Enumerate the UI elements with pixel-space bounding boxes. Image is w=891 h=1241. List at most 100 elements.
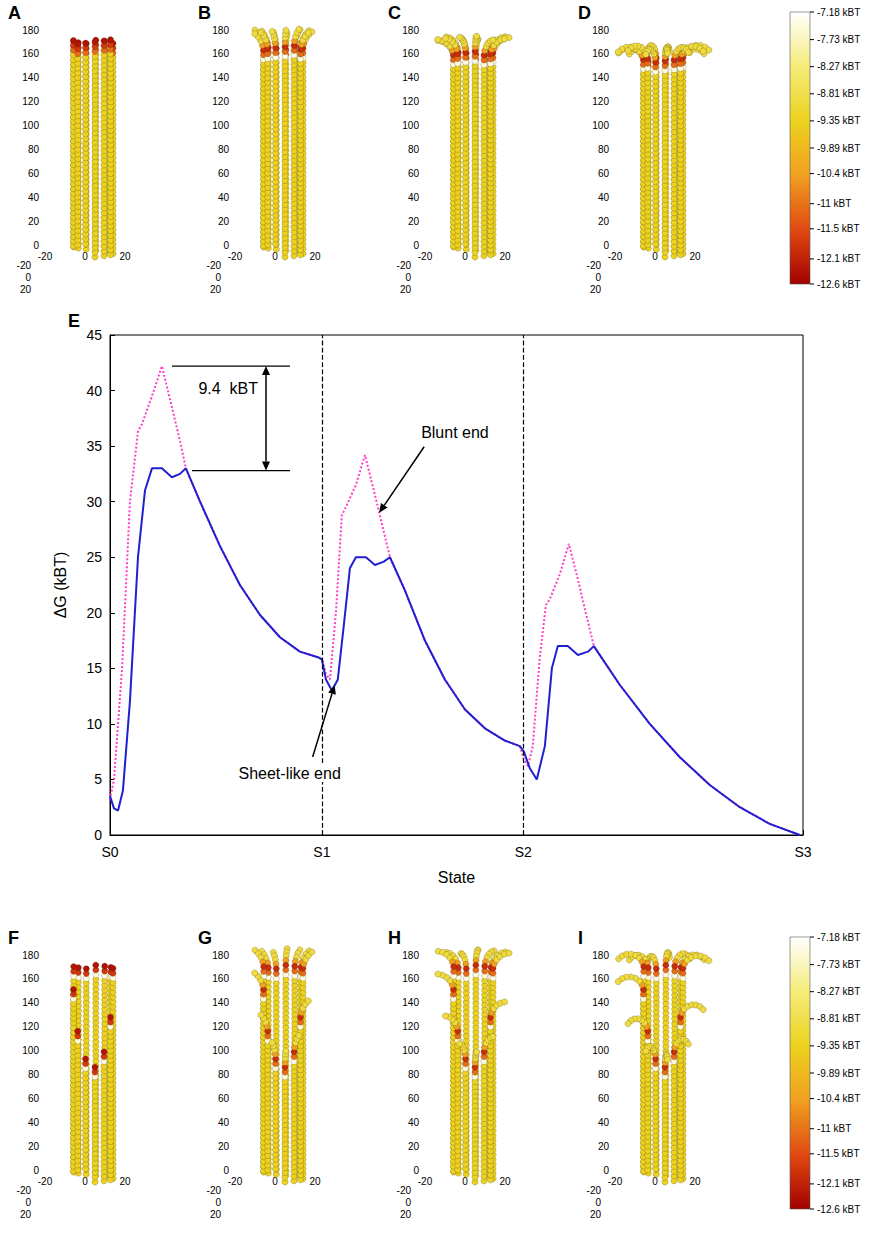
svg-text:0: 0 (595, 272, 601, 283)
svg-text:-9.89 kBT: -9.89 kBT (817, 1068, 860, 1079)
svg-text:20: 20 (210, 1209, 222, 1220)
svg-text:S3: S3 (794, 844, 811, 860)
svg-text:-20: -20 (608, 251, 623, 262)
svg-text:20: 20 (28, 1141, 40, 1152)
svg-text:80: 80 (408, 1069, 420, 1080)
svg-text:20: 20 (400, 284, 412, 295)
svg-text:F: F (8, 928, 19, 948)
svg-text:0: 0 (405, 1197, 411, 1208)
svg-text:140: 140 (22, 997, 39, 1008)
svg-text:80: 80 (218, 1069, 230, 1080)
svg-text:20: 20 (499, 1176, 511, 1187)
svg-text:0: 0 (25, 1197, 31, 1208)
svg-text:40: 40 (28, 192, 40, 203)
svg-text:160: 160 (402, 973, 419, 984)
svg-text:20: 20 (598, 1141, 610, 1152)
svg-text:160: 160 (592, 48, 609, 59)
svg-text:-11 kBT: -11 kBT (817, 1123, 851, 1134)
svg-text:20: 20 (590, 284, 602, 295)
svg-text:180: 180 (22, 950, 39, 961)
svg-text:-7.18 kBT: -7.18 kBT (817, 932, 860, 943)
svg-text:-20: -20 (397, 1185, 412, 1196)
svg-text:-20: -20 (207, 1185, 222, 1196)
svg-text:140: 140 (592, 72, 609, 83)
svg-text:-20: -20 (418, 251, 433, 262)
svg-text:80: 80 (408, 144, 420, 155)
svg-text:0: 0 (215, 272, 221, 283)
svg-text:60: 60 (408, 1093, 420, 1104)
svg-text:-9.89 kBT: -9.89 kBT (817, 143, 860, 154)
svg-text:-7.18 kBT: -7.18 kBT (817, 7, 860, 18)
svg-text:40: 40 (218, 192, 230, 203)
svg-text:35: 35 (86, 438, 102, 454)
svg-text:-12.1 kBT: -12.1 kBT (817, 1178, 860, 1189)
svg-text:60: 60 (408, 168, 420, 179)
svg-text:-20: -20 (418, 1176, 433, 1187)
svg-text:40: 40 (598, 192, 610, 203)
svg-text:20: 20 (119, 1176, 131, 1187)
svg-text:-12.6 kBT: -12.6 kBT (817, 1204, 860, 1215)
svg-text:120: 120 (212, 96, 229, 107)
svg-text:H: H (388, 928, 401, 948)
svg-text:-9.35 kBT: -9.35 kBT (817, 1040, 860, 1051)
svg-text:100: 100 (592, 120, 609, 131)
svg-text:G: G (198, 928, 212, 948)
svg-text:D: D (578, 3, 591, 23)
svg-text:160: 160 (212, 48, 229, 59)
svg-text:-20: -20 (38, 251, 53, 262)
svg-text:B: B (198, 3, 211, 23)
svg-text:0: 0 (223, 240, 229, 251)
svg-text:140: 140 (22, 72, 39, 83)
svg-text:120: 120 (592, 96, 609, 107)
svg-text:-8.27 kBT: -8.27 kBT (817, 61, 860, 72)
svg-text:120: 120 (592, 1021, 609, 1032)
svg-text:-20: -20 (228, 251, 243, 262)
svg-text:60: 60 (218, 1093, 230, 1104)
svg-text:40: 40 (408, 192, 420, 203)
svg-text:S0: S0 (101, 844, 118, 860)
svg-text:60: 60 (218, 168, 230, 179)
svg-text:-7.73 kBT: -7.73 kBT (817, 34, 860, 45)
svg-text:-20: -20 (207, 260, 222, 271)
svg-text:20: 20 (218, 1141, 230, 1152)
svg-text:180: 180 (592, 25, 609, 36)
svg-text:-8.27 kBT: -8.27 kBT (817, 986, 860, 997)
svg-text:I: I (578, 928, 583, 948)
svg-text:-20: -20 (17, 1185, 32, 1196)
svg-text:20: 20 (309, 1176, 321, 1187)
svg-text:100: 100 (212, 1045, 229, 1056)
svg-text:-11 kBT: -11 kBT (817, 198, 851, 209)
svg-text:-10.4 kBT: -10.4 kBT (817, 1093, 860, 1104)
svg-text:160: 160 (22, 48, 39, 59)
svg-text:-20: -20 (228, 1176, 243, 1187)
svg-text:160: 160 (212, 973, 229, 984)
svg-text:80: 80 (218, 144, 230, 155)
svg-text:180: 180 (402, 25, 419, 36)
svg-text:-20: -20 (38, 1176, 53, 1187)
svg-text:180: 180 (22, 25, 39, 36)
svg-text:9.4 kBT: 9.4 kBT (198, 380, 258, 397)
svg-text:0: 0 (595, 1197, 601, 1208)
svg-text:State: State (438, 869, 475, 886)
svg-text:120: 120 (22, 1021, 39, 1032)
svg-text:5: 5 (94, 771, 102, 787)
svg-text:0: 0 (223, 1165, 229, 1176)
svg-text:20: 20 (590, 1209, 602, 1220)
svg-text:100: 100 (402, 1045, 419, 1056)
svg-text:-20: -20 (587, 260, 602, 271)
svg-text:180: 180 (402, 950, 419, 961)
svg-text:20: 20 (210, 284, 222, 295)
svg-text:20: 20 (119, 251, 131, 262)
svg-text:40: 40 (598, 1117, 610, 1128)
svg-text:100: 100 (22, 120, 39, 131)
svg-text:100: 100 (22, 1045, 39, 1056)
svg-text:20: 20 (20, 1209, 32, 1220)
svg-text:180: 180 (212, 25, 229, 36)
svg-text:S2: S2 (515, 844, 532, 860)
svg-text:0: 0 (94, 827, 102, 843)
svg-text:20: 20 (689, 1176, 701, 1187)
svg-text:0: 0 (33, 240, 39, 251)
svg-text:60: 60 (28, 1093, 40, 1104)
svg-text:40: 40 (86, 383, 102, 399)
svg-text:0: 0 (413, 240, 419, 251)
